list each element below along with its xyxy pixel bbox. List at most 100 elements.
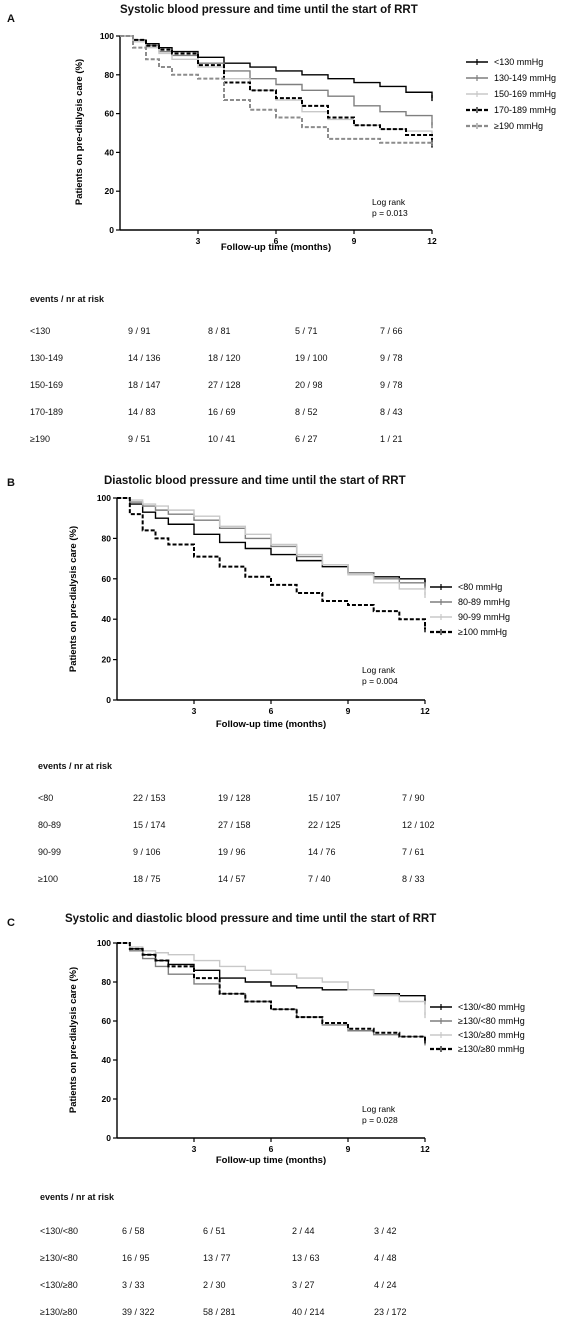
risk-cell: 3 / 27 — [292, 1280, 315, 1290]
risk-cell: 15 / 174 — [133, 820, 166, 830]
risk-cell: 19 / 100 — [295, 353, 328, 363]
panel-title: Systolic and diastolic blood pressure an… — [65, 913, 437, 925]
risk-cell: 7 / 61 — [402, 847, 425, 857]
legend-label: ≥130/≥80 mmHg — [458, 1044, 524, 1054]
x-tick-label: 6 — [269, 706, 274, 716]
risk-cell: 18 / 75 — [133, 874, 161, 884]
risk-cell: 2 / 30 — [203, 1280, 226, 1290]
risk-cell: 13 / 77 — [203, 1253, 231, 1263]
series-line — [117, 942, 426, 1043]
risk-cell: 27 / 158 — [218, 820, 251, 830]
x-tick-label: 9 — [346, 706, 351, 716]
risk-cell: 8 / 33 — [402, 874, 425, 884]
panel-c: C Systolic and diastolic blood pressure … — [0, 900, 575, 1328]
y-tick-label: 0 — [106, 695, 111, 705]
x-tick-label: 3 — [192, 1144, 197, 1154]
series-line — [117, 942, 426, 1041]
y-tick-label: 0 — [109, 225, 114, 235]
panel-a: A Systolic blood pressure and time until… — [0, 0, 575, 460]
risk-table-header: events / nr at risk — [40, 1192, 115, 1202]
risk-cell: 14 / 76 — [308, 847, 336, 857]
survival-chart: 0 20 40 60 80 100 3 6 9 12 Follow-up time (months)… — [68, 938, 525, 1166]
risk-cell: 8 / 43 — [380, 407, 403, 417]
y-tick-label: 60 — [102, 574, 112, 584]
x-tick-label: 6 — [269, 1144, 274, 1154]
x-tick-label: 12 — [427, 236, 437, 246]
x-axis-label: Follow-up time (months) — [216, 719, 326, 730]
risk-cell: 23 / 172 — [374, 1307, 407, 1317]
log-rank-annotation: p = 0.013 — [372, 208, 408, 218]
x-tick-label: 12 — [420, 706, 430, 716]
y-tick-label: 20 — [105, 186, 115, 196]
y-tick-label: 80 — [105, 70, 115, 80]
risk-cell: 18 / 147 — [128, 380, 161, 390]
legend-label: <80 mmHg — [458, 582, 502, 592]
legend-label: 130-149 mmHg — [494, 73, 556, 83]
y-tick-label: 40 — [105, 147, 115, 157]
risk-row-label: ≥100 — [38, 874, 58, 884]
y-axis-label: Patients on pre-dialysis care (%) — [68, 526, 79, 672]
risk-cell: 6 / 27 — [295, 434, 318, 444]
risk-cell: 19 / 128 — [218, 793, 251, 803]
y-tick-label: 100 — [100, 31, 114, 41]
x-tick-label: 3 — [196, 236, 201, 246]
risk-row-label: <80 — [38, 793, 54, 803]
panel-letter: C — [7, 917, 15, 929]
legend-label: ≥100 mmHg — [458, 627, 507, 637]
risk-cell: 20 / 98 — [295, 380, 323, 390]
y-tick-label: 20 — [102, 655, 112, 665]
legend-label: 80-89 mmHg — [458, 597, 510, 607]
y-tick-label: 100 — [97, 493, 111, 503]
risk-cell: 7 / 66 — [380, 326, 403, 336]
risk-cell: 15 / 107 — [308, 793, 341, 803]
risk-row-label: 80-89 — [38, 820, 62, 830]
series-line — [120, 35, 433, 99]
log-rank-annotation: Log rank — [372, 197, 406, 207]
risk-cell: 58 / 281 — [203, 1307, 236, 1317]
panel-title: Diastolic blood pressure and time until … — [104, 475, 406, 487]
risk-cell: 2 / 44 — [292, 1226, 315, 1236]
risk-cell: 14 / 83 — [128, 407, 156, 417]
risk-cell: 27 / 128 — [208, 380, 241, 390]
risk-cell: 6 / 58 — [122, 1226, 145, 1236]
risk-row-label: ≥130/<80 — [40, 1253, 78, 1263]
risk-cell: 22 / 153 — [133, 793, 166, 803]
risk-row-label: <130/<80 — [40, 1226, 79, 1236]
x-axis-label: Follow-up time (months) — [216, 1155, 326, 1166]
risk-cell: 9 / 91 — [128, 326, 151, 336]
risk-row-label: 130-149 — [30, 353, 64, 363]
log-rank-annotation: Log rank — [362, 665, 396, 675]
legend-label: ≥130/<80 mmHg — [458, 1016, 525, 1026]
series-line — [120, 35, 432, 144]
legend-label: <130/≥80 mmHg — [458, 1030, 525, 1040]
x-tick-label: 3 — [192, 706, 197, 716]
risk-cell: 3 / 42 — [374, 1226, 397, 1236]
risk-row-label: 90-99 — [38, 847, 62, 857]
x-tick-label: 9 — [352, 236, 357, 246]
risk-cell: 4 / 48 — [374, 1253, 397, 1263]
legend-label: <130 mmHg — [494, 57, 543, 67]
risk-row-label: ≥130/≥80 — [40, 1307, 78, 1317]
risk-cell: 9 / 51 — [128, 434, 151, 444]
log-rank-annotation: p = 0.004 — [362, 676, 398, 686]
y-axis-label: Patients on pre-dialysis care (%) — [68, 967, 79, 1113]
risk-cell: 3 / 33 — [122, 1280, 145, 1290]
risk-row-label: 150-169 — [30, 380, 64, 390]
risk-table-header: events / nr at risk — [30, 294, 105, 304]
risk-cell: 19 / 96 — [218, 847, 246, 857]
risk-cell: 13 / 63 — [292, 1253, 320, 1263]
risk-cell: 4 / 24 — [374, 1280, 397, 1290]
risk-cell: 22 / 125 — [308, 820, 341, 830]
y-tick-label: 20 — [102, 1094, 112, 1104]
panel-letter: A — [7, 13, 15, 25]
y-axis-label: Patients on pre-dialysis care (%) — [74, 59, 85, 205]
series-line — [117, 497, 426, 630]
y-tick-label: 40 — [102, 1055, 112, 1065]
x-tick-label: 6 — [274, 236, 279, 246]
risk-cell: 16 / 69 — [208, 407, 236, 417]
legend-label: ≥190 mmHg — [494, 121, 543, 131]
x-tick-label: 12 — [420, 1144, 430, 1154]
risk-row-label: <130 — [30, 326, 51, 336]
risk-cell: 7 / 90 — [402, 793, 425, 803]
survival-chart: 0 20 40 60 80 100 3 6 9 12 Follow-up time (months)… — [74, 31, 556, 253]
